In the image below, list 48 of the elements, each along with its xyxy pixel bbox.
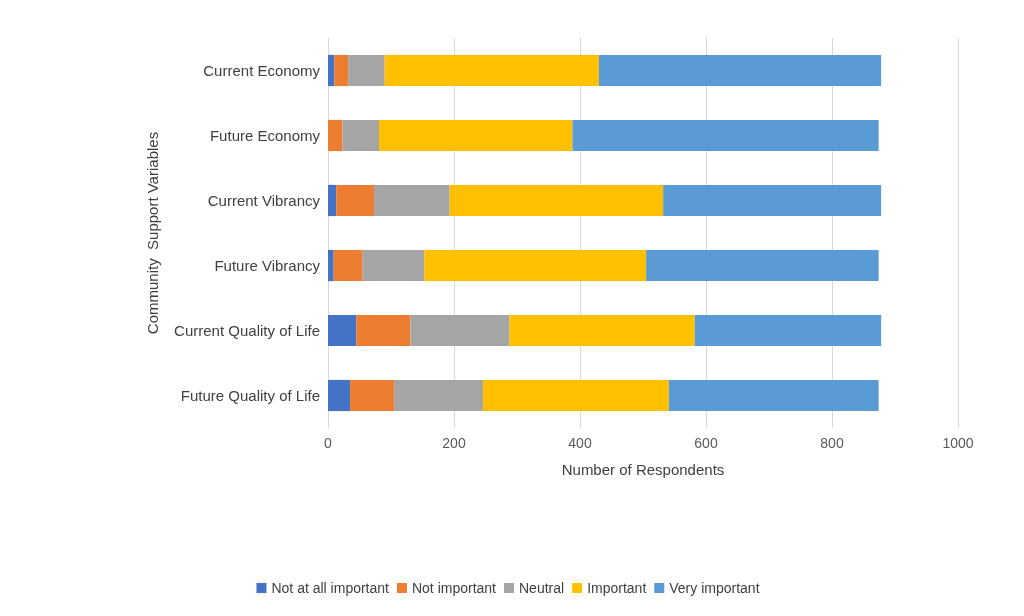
bar: [410, 314, 510, 347]
bar: [328, 249, 334, 282]
x-tick-label: 400: [568, 435, 592, 451]
x-tick-label: 1000: [942, 435, 974, 451]
bar: [384, 54, 599, 87]
bar: [424, 249, 647, 282]
bar: [356, 314, 411, 347]
x-tick-label: 800: [820, 435, 844, 451]
bar: [328, 54, 335, 87]
x-tick-label: 600: [694, 435, 718, 451]
bar: [598, 54, 882, 87]
bar: [328, 184, 337, 217]
y-tick-label: Future Economy: [209, 127, 321, 144]
bar: [449, 184, 664, 217]
x-tick-label: 0: [324, 435, 333, 451]
bar: [348, 54, 385, 87]
bar: [328, 379, 351, 412]
legend-label: Not important: [411, 580, 497, 596]
x-tick-label: 200: [442, 435, 466, 451]
bar: [379, 119, 573, 152]
bar: [509, 314, 695, 347]
bar: [350, 379, 395, 412]
bar: [694, 314, 882, 347]
bar: [663, 184, 882, 217]
bar: [482, 379, 669, 412]
bar: [572, 119, 879, 152]
y-tick-label: Future Quality of Life: [180, 387, 320, 404]
bar: [646, 249, 879, 282]
bar: [328, 314, 357, 347]
y-tick-label: Current Quality of Life: [174, 322, 320, 339]
legend-label: Very important: [669, 580, 760, 596]
y-axis-title: Community Support Variables: [144, 131, 161, 335]
bar: [362, 249, 425, 282]
bar: [334, 54, 349, 87]
bar: [668, 379, 879, 412]
legend-label: Neutral: [519, 580, 565, 596]
y-tick-label: Current Vibrancy: [207, 192, 321, 209]
bar: [373, 184, 450, 217]
bar: [336, 184, 374, 217]
bar: [342, 119, 380, 152]
bar: [333, 249, 363, 282]
y-tick-label: Current Economy: [203, 62, 321, 79]
legend-label: Not at all important: [271, 580, 390, 596]
legend-label: Important: [587, 580, 647, 596]
y-tick-label: Future Vibrancy: [214, 257, 321, 274]
bar: [328, 119, 343, 152]
x-axis-title: Number of Respondents: [561, 461, 725, 478]
bar: [394, 379, 483, 412]
